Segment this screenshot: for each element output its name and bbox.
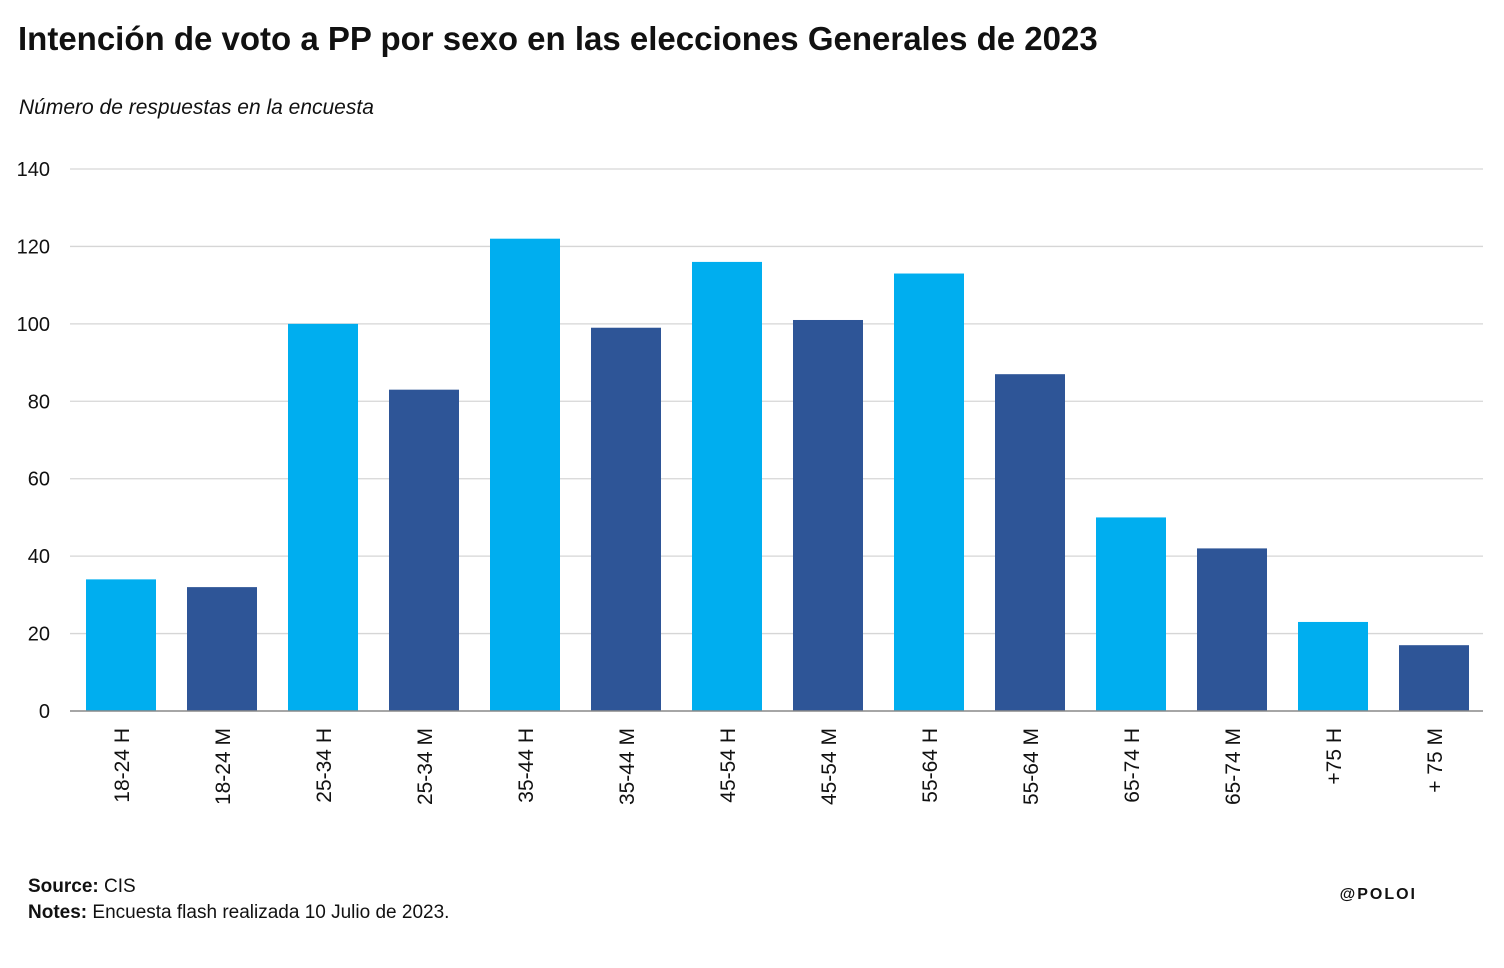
source-value: CIS — [104, 876, 136, 897]
bar — [591, 327, 661, 711]
x-axis-ticks: 18-24 H 18-24 M 25-34 H 25-34 M 35-44 H 35-44… — [111, 728, 1447, 805]
source-line: Source: CIS — [28, 874, 449, 900]
x-tick-label: 65-74 M — [1222, 728, 1245, 805]
bar — [692, 261, 762, 711]
y-tick-label: 40 — [28, 546, 50, 568]
y-tick-label: 100 — [17, 314, 50, 336]
bar — [490, 238, 560, 711]
bar — [86, 579, 156, 711]
x-tick-label: 25-34 H — [313, 728, 336, 803]
x-tick-label: 18-24 H — [111, 728, 134, 803]
author-handle: @POLOI — [1339, 886, 1417, 903]
bar — [995, 374, 1065, 711]
x-tick-label: + 75 M — [1424, 728, 1447, 793]
x-tick-label: 18-24 M — [212, 728, 235, 805]
x-tick-label: 65-74 H — [1121, 728, 1144, 803]
chart-subtitle: Número de respuestas en la encuesta — [19, 96, 374, 119]
source-label: Source: — [28, 876, 99, 897]
bar — [1298, 621, 1368, 711]
x-tick-label: 55-64 M — [1020, 728, 1043, 805]
footer-notes: Source: CIS Notes: Encuesta flash realiz… — [28, 874, 449, 926]
x-tick-label: 25-34 M — [414, 728, 437, 805]
y-tick-label: 120 — [17, 236, 50, 258]
bar — [793, 319, 863, 711]
notes-line: Notes: Encuesta flash realizada 10 Julio… — [28, 900, 449, 926]
y-axis-ticks: 0 20 40 60 80 100 120 140 — [17, 159, 50, 723]
bars — [86, 238, 1469, 711]
chart-title: Intención de voto a PP por sexo en las e… — [18, 20, 1098, 57]
bar — [1096, 517, 1166, 711]
y-tick-label: 0 — [39, 701, 50, 723]
x-tick-label: 35-44 H — [515, 728, 538, 803]
bar — [1399, 645, 1469, 711]
y-tick-label: 20 — [28, 624, 50, 646]
gridlines — [70, 168, 1483, 635]
y-tick-label: 80 — [28, 391, 50, 413]
bar — [389, 389, 459, 711]
bar — [288, 323, 358, 711]
x-tick-label: 45-54 M — [818, 728, 841, 805]
bar — [894, 273, 964, 711]
bar — [1197, 548, 1267, 711]
x-tick-label: 55-64 H — [919, 728, 942, 803]
bar — [187, 587, 257, 711]
y-tick-label: 140 — [17, 159, 50, 181]
notes-value: Encuesta flash realizada 10 Julio de 202… — [92, 902, 450, 923]
x-tick-label: 35-44 M — [616, 728, 639, 805]
notes-label: Notes: — [28, 902, 88, 923]
y-tick-label: 60 — [28, 469, 50, 491]
x-tick-label: +75 H — [1323, 728, 1346, 785]
x-tick-label: 45-54 H — [717, 728, 740, 803]
